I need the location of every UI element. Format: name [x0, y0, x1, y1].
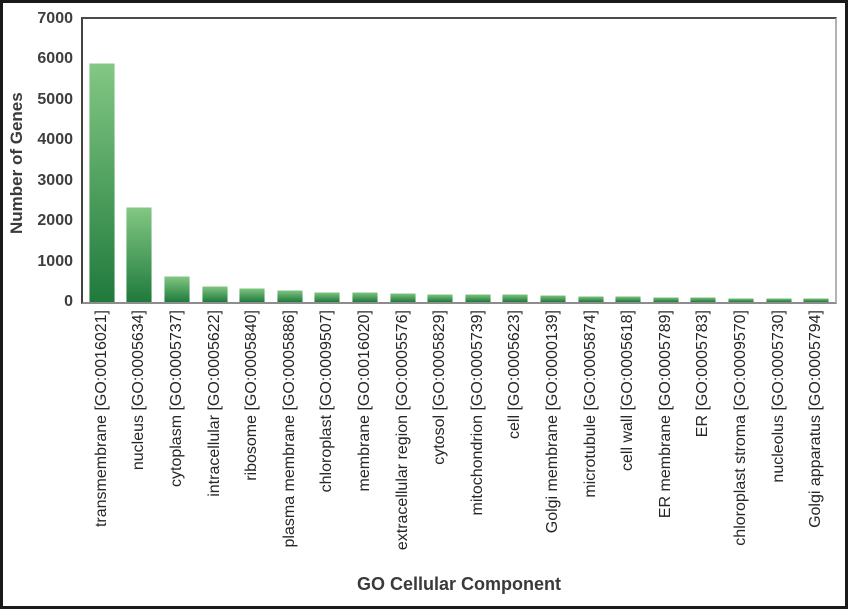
- x-tick-label: nucleus [GO:0005634]: [130, 310, 147, 471]
- bar: [389, 293, 416, 302]
- x-tick-label: Golgi apparatus [GO:0005794]: [807, 310, 824, 528]
- x-tick-label: plasma membrane [GO:0005886]: [281, 310, 298, 548]
- y-tick-label: 0: [64, 293, 73, 310]
- bar: [427, 294, 454, 302]
- x-tick-label: cytosol [GO:0005829]: [431, 310, 448, 465]
- bar: [728, 298, 754, 302]
- plot-area: [81, 17, 837, 304]
- x-axis-title: GO Cellular Component: [356, 574, 561, 594]
- y-tick-label: 7000: [37, 10, 73, 27]
- x-tick-label: microtubule [GO:0005874]: [582, 310, 599, 498]
- bar: [690, 297, 717, 302]
- x-tick-label: ER membrane [GO:0005789]: [657, 310, 674, 519]
- y-tick-label: 2000: [37, 212, 73, 229]
- bar: [803, 298, 830, 302]
- x-tick-label: extracellular region [GO:0005576]: [394, 310, 411, 551]
- bar: [88, 63, 115, 302]
- bar: [126, 207, 153, 302]
- y-tick-label: 1000: [37, 253, 73, 270]
- y-tick-label: 3000: [37, 172, 73, 189]
- bar: [352, 292, 378, 302]
- x-tick-label: cell wall [GO:0005618]: [619, 310, 636, 471]
- bar: [164, 276, 190, 302]
- y-tick-label: 4000: [37, 131, 73, 148]
- y-tick-label: 5000: [37, 91, 73, 108]
- x-tick-label: ribosome [GO:0005840]: [243, 310, 260, 481]
- bar: [652, 297, 679, 302]
- bars-layer: [83, 19, 835, 302]
- bar: [540, 295, 566, 302]
- bar: [502, 294, 529, 302]
- bar: [314, 292, 341, 302]
- bar: [201, 286, 228, 302]
- x-tick-label: cytoplasm [GO:0005737]: [168, 310, 185, 487]
- x-tick-label: chloroplast stroma [GO:0009570]: [732, 310, 749, 546]
- x-tick-label: Golgi membrane [GO:0000139]: [544, 310, 561, 534]
- bar: [276, 290, 303, 302]
- x-tick-label: intracellular [GO:0005622]: [206, 310, 223, 497]
- x-tick-label: cell [GO:0005623]: [506, 310, 523, 439]
- x-tick-label: mitochondrion [GO:0005739]: [469, 310, 486, 516]
- bar: [239, 288, 266, 302]
- bar: [464, 294, 491, 302]
- x-tick-label: membrane [GO:0016020]: [356, 310, 373, 492]
- x-tick-label: transmembrane [GO:0016021]: [93, 310, 110, 528]
- bar: [615, 296, 642, 302]
- x-tick-label: nucleolus [GO:0005730]: [770, 310, 787, 483]
- x-tick-label: chloroplast [GO:0009507]: [318, 310, 335, 493]
- bar: [765, 298, 792, 302]
- y-tick-label: 6000: [37, 50, 73, 67]
- x-tick-label: ER [GO:0005783]: [694, 310, 711, 438]
- bar: [577, 296, 604, 302]
